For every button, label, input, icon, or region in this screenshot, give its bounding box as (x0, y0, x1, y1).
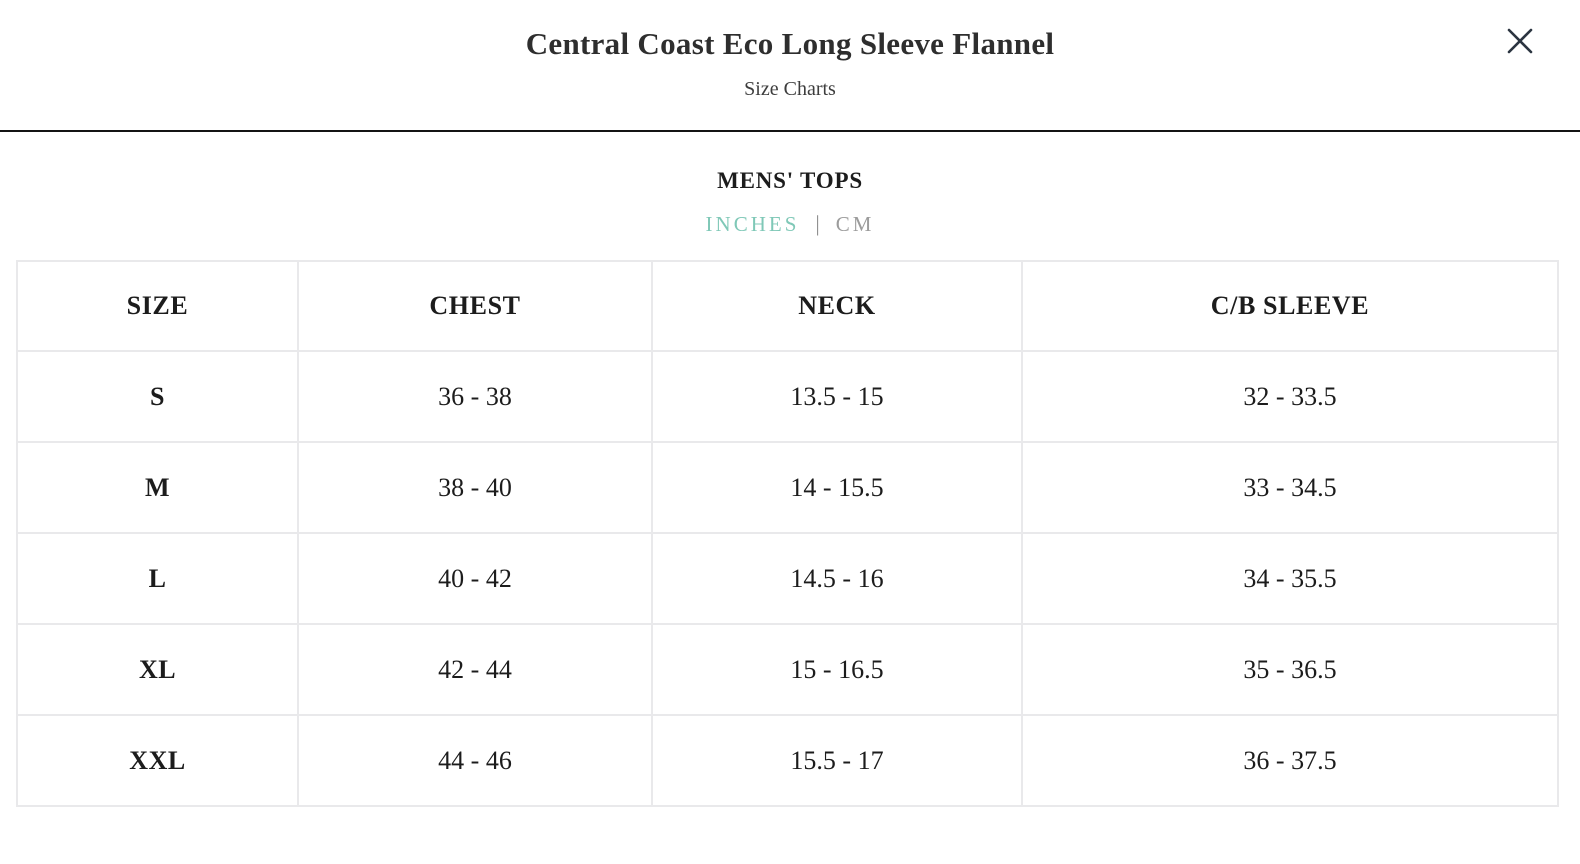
neck-value: 15.5 - 17 (651, 714, 1023, 807)
column-header-sleeve: C/B SLEEVE (1021, 260, 1559, 352)
table-row: XL 42 - 44 15 - 16.5 35 - 36.5 (16, 623, 1559, 716)
table-row: S 36 - 38 13.5 - 15 32 - 33.5 (16, 350, 1559, 443)
neck-value: 14.5 - 16 (651, 532, 1023, 625)
sleeve-value: 36 - 37.5 (1021, 714, 1559, 807)
table-row: XXL 44 - 46 15.5 - 17 36 - 37.5 (16, 714, 1559, 807)
chest-value: 44 - 46 (297, 714, 653, 807)
neck-value: 14 - 15.5 (651, 441, 1023, 534)
close-button[interactable] (1498, 20, 1542, 64)
unit-cm-button[interactable]: CM (835, 211, 875, 236)
column-header-neck: NECK (651, 260, 1023, 352)
sleeve-value: 33 - 34.5 (1021, 441, 1559, 534)
size-label: XL (16, 623, 299, 716)
column-header-chest: CHEST (297, 260, 653, 352)
section-heading-mens-tops: MENS' TOPS (717, 168, 863, 193)
sleeve-value: 32 - 33.5 (1021, 350, 1559, 443)
modal-subtitle: Size Charts (744, 78, 836, 100)
neck-value: 13.5 - 15 (651, 350, 1023, 443)
unit-separator: | (815, 211, 820, 236)
size-label: M (16, 441, 299, 534)
sleeve-value: 35 - 36.5 (1021, 623, 1559, 716)
size-label: S (16, 350, 299, 443)
unit-inches-button[interactable]: INCHES (705, 211, 800, 236)
size-chart-table: SIZE CHEST NECK C/B SLEEVE S 36 - 38 13.… (16, 260, 1559, 807)
header-divider (0, 130, 1580, 132)
size-chart-body: MENS' TOPS INCHES | CM SIZE CHEST NECK C… (0, 168, 1580, 807)
chest-value: 40 - 42 (297, 532, 653, 625)
product-title: Central Coast Eco Long Sleeve Flannel (525, 26, 1055, 61)
size-label: XXL (16, 714, 299, 807)
chest-value: 36 - 38 (297, 350, 653, 443)
neck-value: 15 - 16.5 (651, 623, 1023, 716)
chest-value: 38 - 40 (297, 441, 653, 534)
chest-value: 42 - 44 (297, 623, 653, 716)
x-close-icon (1500, 28, 1540, 64)
size-label: L (16, 532, 299, 625)
table-row: L 40 - 42 14.5 - 16 34 - 35.5 (16, 532, 1559, 625)
table-row: M 38 - 40 14 - 15.5 33 - 34.5 (16, 441, 1559, 534)
size-chart-modal-header: Central Coast Eco Long Sleeve Flannel Si… (0, 0, 1580, 102)
column-header-size: SIZE (16, 260, 299, 352)
sleeve-value: 34 - 35.5 (1021, 532, 1559, 625)
table-header-row: SIZE CHEST NECK C/B SLEEVE (16, 260, 1559, 352)
units-toggle: INCHES | CM (0, 211, 1580, 237)
